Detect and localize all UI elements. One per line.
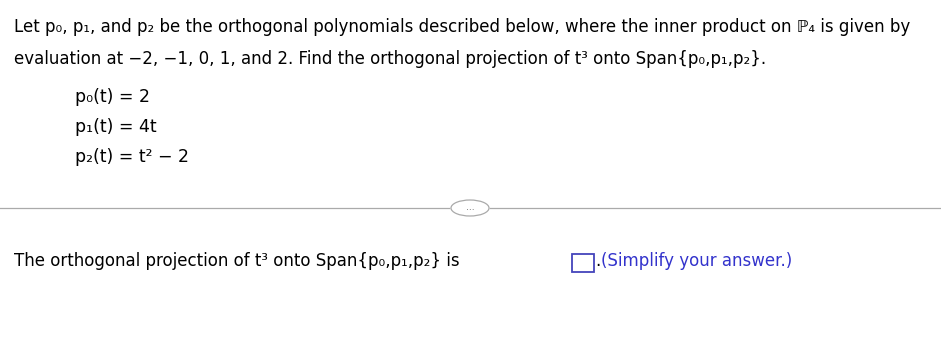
Text: p₀(t) = 2: p₀(t) = 2 [75, 88, 150, 106]
Text: ...: ... [466, 204, 474, 213]
Text: evaluation at −2, −1, 0, 1, and 2. Find the orthogonal projection of t³ onto Spa: evaluation at −2, −1, 0, 1, and 2. Find … [14, 50, 766, 68]
Text: .: . [595, 252, 600, 270]
Text: p₁(t) = 4t: p₁(t) = 4t [75, 118, 156, 136]
Ellipse shape [451, 200, 489, 216]
FancyBboxPatch shape [572, 254, 594, 272]
Text: p₂(t) = t² − 2: p₂(t) = t² − 2 [75, 148, 189, 166]
Text: Let p₀, p₁, and p₂ be the orthogonal polynomials described below, where the inne: Let p₀, p₁, and p₂ be the orthogonal pol… [14, 18, 910, 36]
Text: (Simplify your answer.): (Simplify your answer.) [601, 252, 792, 270]
Text: The orthogonal projection of t³ onto Span{p₀,p₁,p₂} is: The orthogonal projection of t³ onto Spa… [14, 252, 459, 270]
